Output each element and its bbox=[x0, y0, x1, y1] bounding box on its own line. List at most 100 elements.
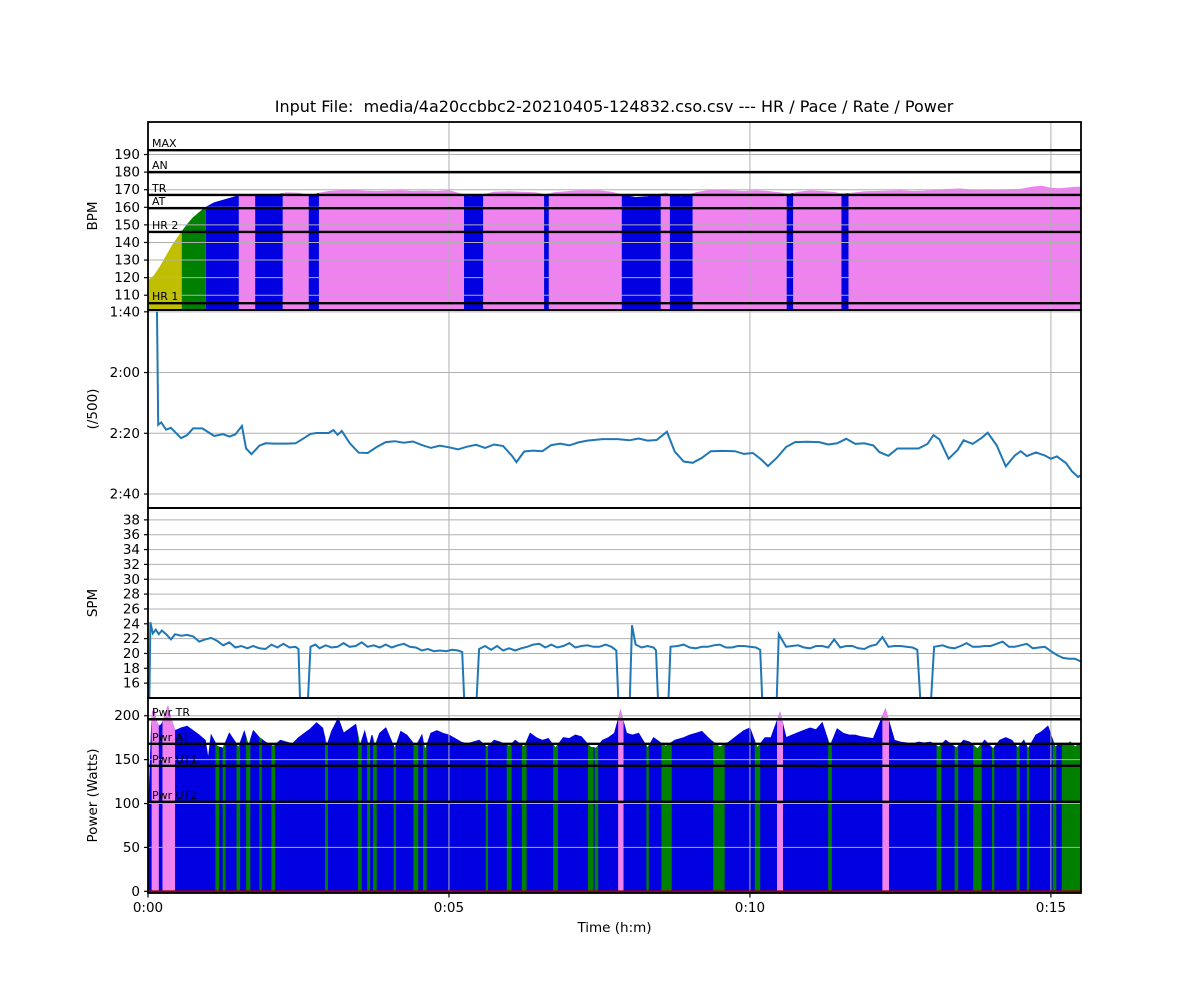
power-zone-area bbox=[713, 741, 725, 893]
spm-y-tick-label: 22 bbox=[123, 631, 140, 647]
power-y-tick-label: 100 bbox=[114, 796, 140, 812]
x-tick-label: 0:00 bbox=[133, 900, 163, 916]
hr-y-tick-label: 170 bbox=[114, 182, 140, 198]
x-tick-label: 0:15 bbox=[1036, 900, 1066, 916]
hr-threshold-label: HR 2 bbox=[152, 219, 178, 232]
power-zone-area bbox=[215, 742, 220, 893]
hr-y-tick-label: 190 bbox=[114, 147, 140, 163]
power-zone-area bbox=[1026, 745, 1030, 893]
power-zone-area bbox=[485, 745, 489, 893]
hr-zone-area bbox=[308, 192, 319, 310]
x-tick-label: 0:05 bbox=[434, 900, 464, 916]
spm-data-line bbox=[148, 622, 1081, 698]
x-axis-label: Time (h:m) bbox=[576, 920, 651, 936]
power-y-tick-label: 0 bbox=[131, 884, 140, 900]
spm-ylabel: SPM bbox=[85, 589, 101, 617]
hr-threshold-label: TR bbox=[151, 182, 167, 195]
hr-threshold-label: AN bbox=[152, 159, 168, 172]
power-zone-area bbox=[991, 746, 995, 893]
power-zone-area bbox=[1052, 738, 1057, 893]
spm-y-tick-label: 16 bbox=[123, 676, 140, 692]
power-border bbox=[147, 697, 1082, 894]
hr-zone-area bbox=[282, 192, 309, 310]
hr-zone-area bbox=[841, 193, 849, 310]
power-zone-area bbox=[588, 743, 594, 893]
chart-title: Input File: media/4a20ccbbc2-20210405-12… bbox=[274, 97, 954, 116]
spm-y-tick-label: 36 bbox=[123, 527, 140, 543]
power-zone-area bbox=[162, 705, 176, 893]
power-zone-area bbox=[324, 736, 328, 893]
pace-data-line bbox=[156, 311, 1081, 479]
hr-threshold-label: HR 1 bbox=[152, 290, 178, 303]
power-zone-area bbox=[506, 743, 512, 893]
spm-y-tick-label: 26 bbox=[123, 601, 140, 617]
power-zone-area bbox=[413, 740, 419, 893]
pace-y-tick-label: 2:40 bbox=[110, 487, 140, 503]
power-zone-area bbox=[222, 740, 226, 893]
power-zone-area bbox=[754, 739, 761, 893]
power-zone-area bbox=[936, 744, 942, 893]
hr-threshold-label: MAX bbox=[152, 137, 177, 150]
power-threshold-label: Pwr UT1 bbox=[152, 753, 197, 766]
pace-ylabel: (/500) bbox=[85, 389, 101, 430]
hr-y-tick-label: 140 bbox=[114, 235, 140, 251]
spm-y-tick-label: 20 bbox=[123, 646, 140, 662]
hr-zone-area bbox=[621, 193, 661, 310]
power-subplot: Pwr TR Pwr AT Pwr UT1 Pwr UT2 0 50 100 150 200 Po… bbox=[85, 697, 1082, 900]
power-zone-area bbox=[236, 741, 241, 893]
power-y-tick-label: 50 bbox=[123, 840, 140, 856]
power-threshold-label: Pwr TR bbox=[152, 706, 190, 719]
power-zone-area bbox=[553, 744, 558, 893]
x-tick-label: 0:10 bbox=[735, 900, 765, 916]
power-zone-area bbox=[646, 745, 649, 893]
hr-y-tick-label: 110 bbox=[114, 288, 140, 304]
power-zone-area bbox=[246, 736, 251, 893]
power-zone-area bbox=[521, 740, 527, 893]
pace-y-tick-label: 1:40 bbox=[110, 304, 140, 320]
power-threshold-label: Pwr AT bbox=[152, 731, 189, 744]
hr-zone-area bbox=[786, 192, 794, 310]
hr-zone-area bbox=[483, 191, 545, 310]
hr-zone-area bbox=[669, 193, 693, 310]
hr-zone-area bbox=[148, 231, 182, 310]
hr-zone-area bbox=[793, 190, 842, 310]
power-zone-area bbox=[367, 739, 371, 893]
spm-y-tick-label: 24 bbox=[123, 616, 140, 632]
pace-y-tick-label: 2:00 bbox=[110, 365, 140, 381]
power-threshold-label: Pwr UT2 bbox=[152, 789, 197, 802]
hr-ylabel: BPM bbox=[85, 201, 101, 230]
spm-y-tick-label: 18 bbox=[123, 661, 140, 677]
power-zone-area bbox=[1016, 744, 1020, 893]
power-y-tick-label: 150 bbox=[114, 752, 140, 768]
hr-zone-area bbox=[660, 192, 670, 310]
power-y-tick-label: 200 bbox=[114, 708, 140, 724]
pace-border bbox=[147, 309, 1082, 509]
hr-threshold-label: AT bbox=[152, 195, 166, 208]
power-zone-area bbox=[594, 744, 599, 893]
hr-zone-area bbox=[255, 193, 283, 310]
hr-y-tick-label: 120 bbox=[114, 270, 140, 286]
hr-zone-area bbox=[544, 193, 549, 310]
power-zone-area bbox=[828, 739, 832, 893]
spm-y-tick-label: 28 bbox=[123, 587, 140, 603]
power-zone-area bbox=[973, 743, 982, 893]
spm-border bbox=[147, 507, 1082, 699]
spm-y-tick-label: 32 bbox=[123, 557, 140, 573]
power-zone-area bbox=[271, 744, 276, 893]
pace-subplot: 1:40 2:00 2:20 2:40 (/500) bbox=[85, 304, 1082, 509]
hr-area-group bbox=[148, 185, 1081, 310]
hr-y-tick-label: 130 bbox=[114, 253, 140, 269]
hr-zone-area bbox=[318, 189, 465, 310]
hr-y-tick-label: 160 bbox=[114, 200, 140, 216]
hr-y-tick-label: 180 bbox=[114, 165, 140, 181]
hr-zone-area bbox=[464, 194, 484, 310]
power-zone-area bbox=[259, 736, 262, 893]
power-zone-area bbox=[373, 737, 377, 893]
power-zone-area bbox=[423, 738, 427, 893]
pace-y-tick-label: 2:20 bbox=[110, 426, 140, 442]
hr-zone-area bbox=[692, 189, 787, 310]
power-zone-area bbox=[358, 734, 362, 893]
